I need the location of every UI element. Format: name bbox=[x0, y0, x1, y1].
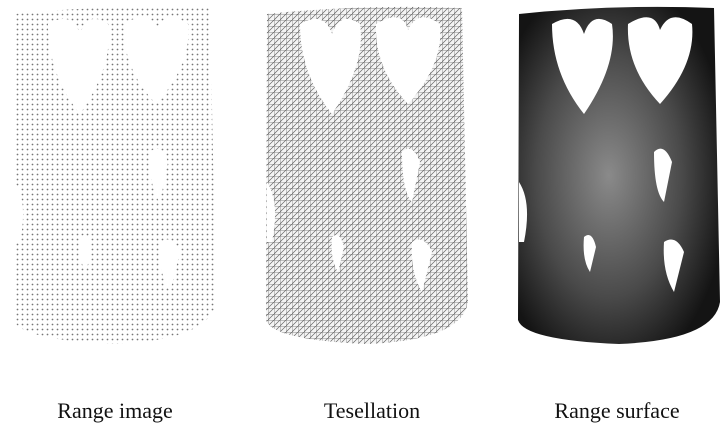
range-image bbox=[14, 7, 216, 344]
tesellation-image bbox=[266, 7, 468, 344]
caption: Range surface bbox=[554, 398, 679, 423]
caption: Range image bbox=[57, 398, 172, 423]
caption: Tesellation bbox=[324, 398, 420, 423]
figure: Range image Tesellation Range surface bbox=[0, 0, 722, 430]
range-surface-image bbox=[518, 7, 720, 344]
